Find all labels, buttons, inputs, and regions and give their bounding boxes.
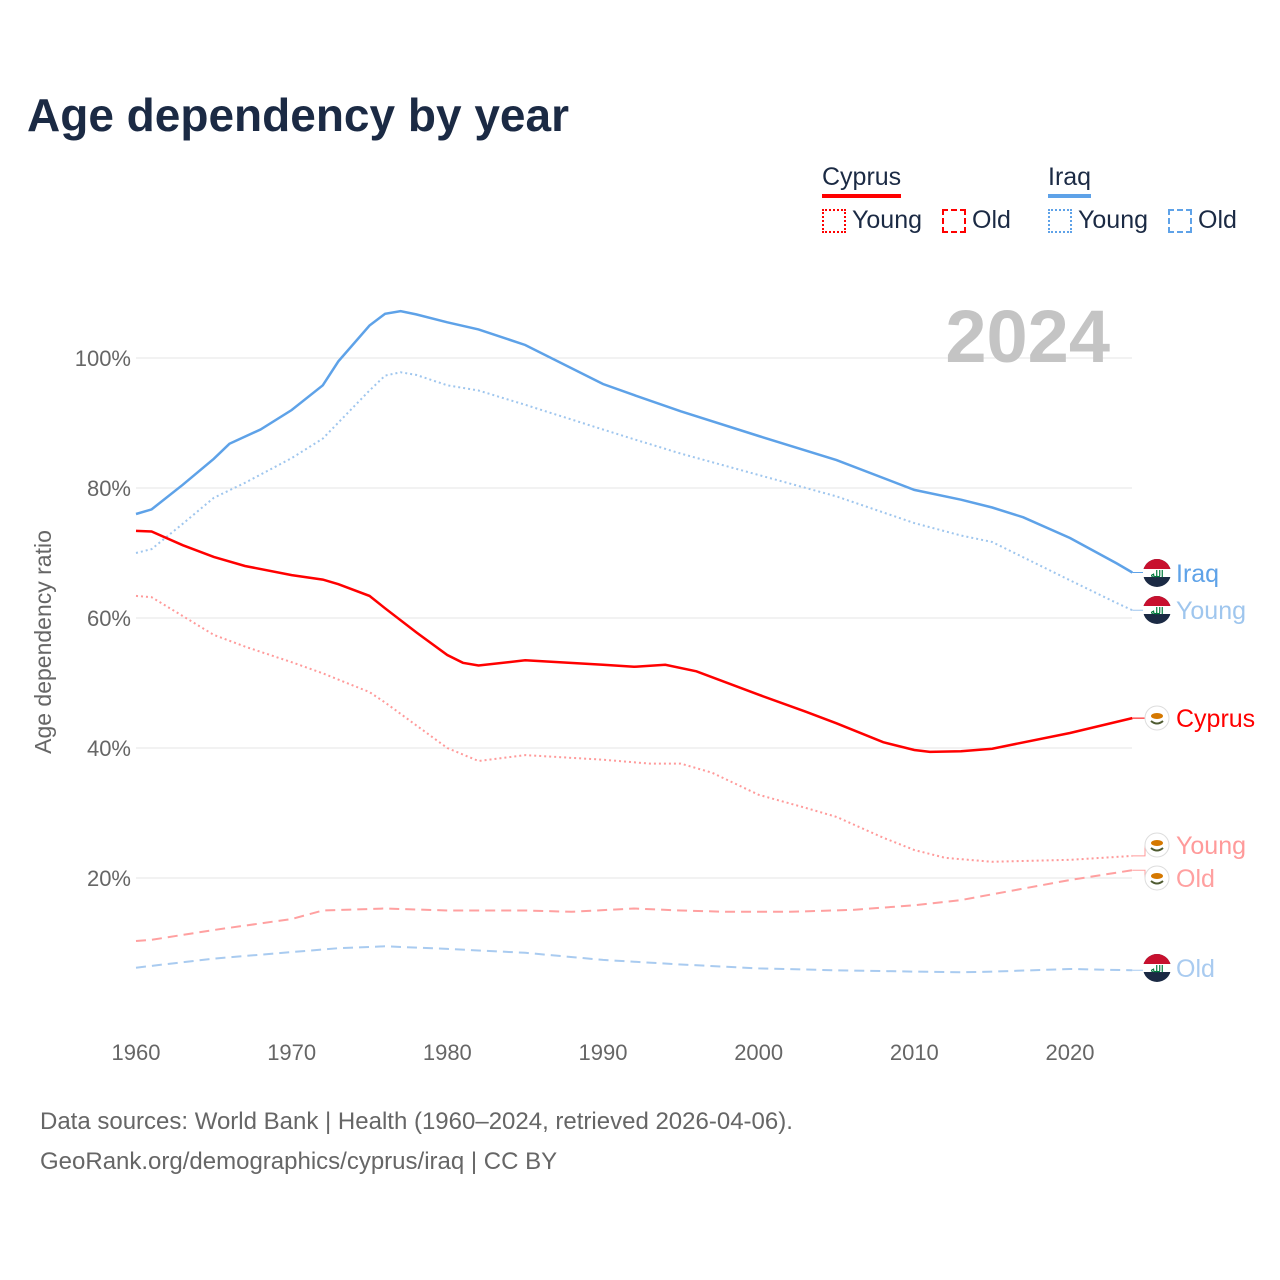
dashed-swatch-icon: [942, 208, 966, 233]
y-tick-label: 80%: [87, 476, 131, 501]
label-connector: [1132, 869, 1146, 878]
year-watermark: 2024: [945, 295, 1110, 378]
legend-iraq-young[interactable]: Young: [1048, 206, 1148, 235]
series-line-iraq-young: [135, 371, 1133, 612]
series-line-iraq-old: [135, 945, 1133, 974]
y-tick-label: 20%: [87, 866, 131, 891]
legend-label: Young: [1078, 206, 1148, 234]
svg-text:الله: الله: [1150, 606, 1163, 616]
x-tick-label: 2020: [1046, 1040, 1095, 1065]
end-label-cyprus-young: Young: [1176, 832, 1246, 860]
x-tick-label: 2010: [890, 1040, 939, 1065]
y-axis-label: Age dependency ratio: [30, 530, 56, 754]
dotted-swatch-icon: [822, 208, 846, 233]
legend-cyprus-old[interactable]: Old: [942, 206, 1011, 235]
cyprus-flag-icon: [1144, 705, 1170, 731]
footer-link[interactable]: GeoRank.org/demographics/cyprus/iraq | C…: [40, 1148, 558, 1175]
x-tick-label: 2000: [734, 1040, 783, 1065]
cyprus-flag-icon: [1144, 832, 1170, 858]
y-tick-label: 40%: [87, 736, 131, 761]
y-tick-label: 60%: [87, 606, 131, 631]
legend-label: Old: [1198, 206, 1237, 234]
end-label-iraq-young: Young: [1176, 597, 1246, 625]
legend-label: Young: [852, 206, 922, 234]
x-tick-label: 1990: [579, 1040, 628, 1065]
chart-title: Age dependency by year: [27, 89, 569, 141]
footer-source: Data sources: World Bank | Health (1960–…: [40, 1108, 793, 1135]
dashed-swatch-icon: [1168, 208, 1192, 233]
y-tick-label: 100%: [75, 346, 131, 371]
iraq-flag-icon: الله: [1143, 559, 1171, 587]
end-label-iraq-total: Iraq: [1176, 560, 1219, 588]
svg-text:الله: الله: [1150, 964, 1163, 974]
dotted-swatch-icon: [1048, 208, 1072, 233]
series-line-cyprus-old: [135, 869, 1133, 942]
end-label-iraq-old: Old: [1176, 955, 1215, 983]
legend-iraq[interactable]: Iraq: [1048, 163, 1092, 198]
svg-text:الله: الله: [1150, 569, 1163, 579]
label-connector: [1132, 845, 1146, 857]
legend-cyprus[interactable]: Cyprus: [822, 163, 902, 198]
x-tick-label: 1980: [423, 1040, 472, 1065]
x-tick-label: 1970: [267, 1040, 316, 1065]
series-line-cyprus-young: [135, 594, 1133, 863]
series-line-iraq-total: [135, 309, 1133, 574]
legend-cyprus-young[interactable]: Young: [822, 206, 922, 235]
x-tick-label: 1960: [112, 1040, 161, 1065]
iraq-flag-icon: الله: [1143, 954, 1171, 982]
legend-iraq-old[interactable]: Old: [1168, 206, 1237, 235]
series-line-cyprus-total: [135, 529, 1133, 754]
legend-label: Old: [972, 206, 1011, 234]
end-label-cyprus-old: Old: [1176, 865, 1215, 893]
end-label-cyprus-total: Cyprus: [1176, 705, 1255, 733]
cyprus-flag-icon: [1144, 865, 1170, 891]
iraq-flag-icon: الله: [1143, 596, 1171, 624]
